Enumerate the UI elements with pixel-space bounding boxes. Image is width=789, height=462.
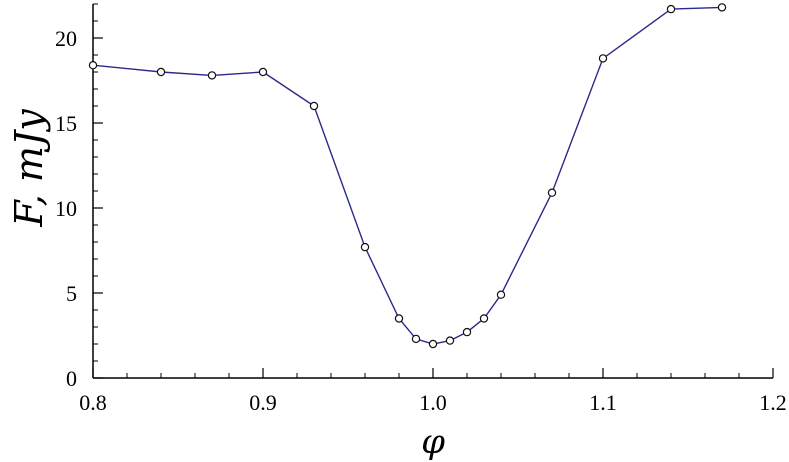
data-point [309,101,319,111]
data-point [88,60,98,70]
data-point [598,54,608,63]
x-tick-label: 1.2 [759,390,787,415]
y-tick-label: 0 [66,366,77,391]
data-point [666,4,676,14]
data-point [717,3,727,12]
x-tick-label: 0.8 [79,390,107,415]
y-tick-label: 15 [55,111,77,136]
x-tick-label: 1.0 [419,390,447,415]
y-tick-label: 20 [55,26,77,51]
data-point [462,327,472,337]
tick-labels: 0.8 0.9 1.0 1.1 1.2 0 5 10 15 20 [55,26,787,415]
data-point [411,334,421,344]
data-point [445,336,455,345]
x-tick-label: 0.9 [249,390,277,415]
data-point [547,188,557,197]
series [88,3,727,349]
axes [92,4,773,379]
data-point [496,290,506,299]
data-point [479,314,489,323]
data-point [394,314,404,323]
data-point [156,67,166,77]
x-tick-label: 1.1 [589,390,617,415]
series-line [92,6,723,345]
data-point [207,71,217,80]
data-point [258,67,268,77]
y-tick-label: 5 [66,281,77,306]
data-point [360,242,370,252]
y-axis-label: F, mJy [7,109,51,228]
data-point [428,339,438,349]
y-tick-label: 10 [55,196,77,221]
x-axis-label: φ [421,422,445,462]
ticks [92,3,774,379]
